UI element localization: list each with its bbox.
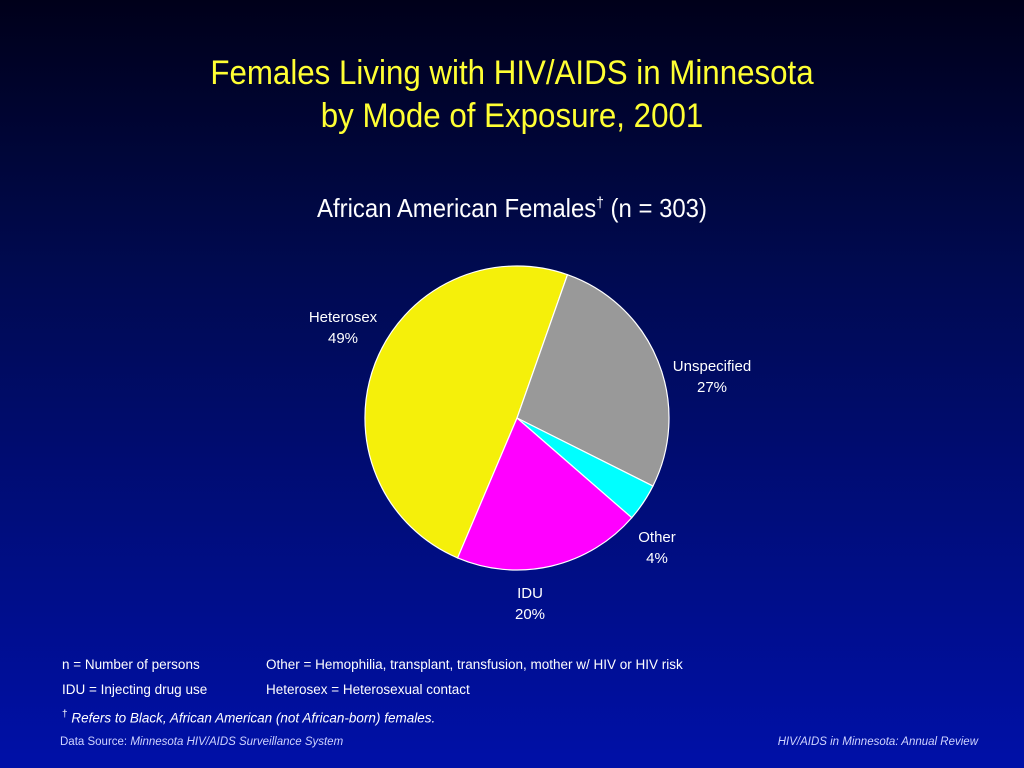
label-unspecified: Unspecified 27% xyxy=(673,356,751,398)
definition-row: IDU = Injecting drug use Heterosex = Hete… xyxy=(62,681,683,706)
label-other-value: 4% xyxy=(646,550,668,567)
heterosex-definition: Heterosex = Heterosexual contact xyxy=(266,682,470,697)
chart-title-text: African American Females xyxy=(317,193,597,223)
data-source: Data Source: Minnesota HIV/AIDS Surveill… xyxy=(60,736,343,748)
label-heterosex: Heterosex 49% xyxy=(309,307,377,349)
pie-slice-idu xyxy=(456,417,633,571)
label-heterosex-name: Heterosex xyxy=(308,309,378,326)
chart-title: African American Females† (n = 303) xyxy=(41,193,983,224)
slide-title-line2: by Mode of Exposure, 2001 xyxy=(320,97,704,135)
other-definition: Other = Hemophilia, transplant, transfus… xyxy=(266,657,683,672)
footnote-text: Refers to Black, African American (not A… xyxy=(71,710,436,726)
data-source-name: Minnesota HIV/AIDS Surveillance System xyxy=(130,736,344,748)
footer-publication: HIV/AIDS in Minnesota: Annual Review xyxy=(777,736,978,748)
label-unspecified-name: Unspecified xyxy=(672,358,752,375)
definition-row: n = Number of persons Other = Hemophilia,… xyxy=(62,656,683,681)
label-other: Other 4% xyxy=(638,527,676,569)
slide-title-line1: Females Living with HIV/AIDS in Minnesot… xyxy=(210,54,814,92)
label-other-name: Other xyxy=(638,529,676,546)
dagger-footnote: † Refers to Black, African American (not… xyxy=(62,706,683,728)
footnote-dagger: † xyxy=(62,709,68,720)
dagger-mark: † xyxy=(596,194,604,212)
definitions: n = Number of persons Other = Hemophilia,… xyxy=(62,656,683,728)
n-definition: n = Number of persons xyxy=(62,657,200,672)
label-idu: IDU 20% xyxy=(515,583,545,625)
label-heterosex-value: 49% xyxy=(327,330,359,347)
label-idu-name: IDU xyxy=(517,585,543,602)
data-source-label: Data Source: xyxy=(60,736,131,748)
pie-slice-unspecified xyxy=(516,273,670,487)
label-unspecified-value: 27% xyxy=(696,379,728,396)
pie-slice-heterosex xyxy=(364,265,569,559)
idu-definition: IDU = Injecting drug use xyxy=(62,682,208,697)
label-idu-value: 20% xyxy=(514,606,546,623)
chart-title-count: (n = 303) xyxy=(603,193,707,223)
slide-title: Females Living with HIV/AIDS in Minnesot… xyxy=(41,52,983,138)
